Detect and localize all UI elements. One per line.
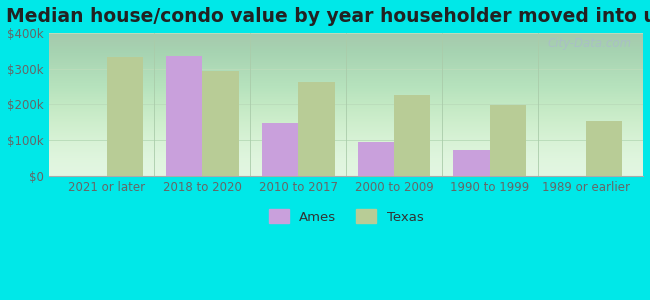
Bar — [358, 142, 394, 176]
Bar — [202, 71, 239, 176]
Bar — [490, 105, 526, 176]
Bar — [166, 56, 202, 176]
Bar — [586, 122, 622, 176]
Title: Median house/condo value by year householder moved into unit: Median house/condo value by year househo… — [6, 7, 650, 26]
Legend: Ames, Texas: Ames, Texas — [264, 204, 428, 229]
Bar — [298, 82, 335, 176]
Bar — [394, 95, 430, 176]
Text: City-Data.com: City-Data.com — [547, 37, 631, 50]
Bar — [107, 57, 143, 176]
Bar — [262, 123, 298, 176]
Bar — [454, 150, 490, 176]
